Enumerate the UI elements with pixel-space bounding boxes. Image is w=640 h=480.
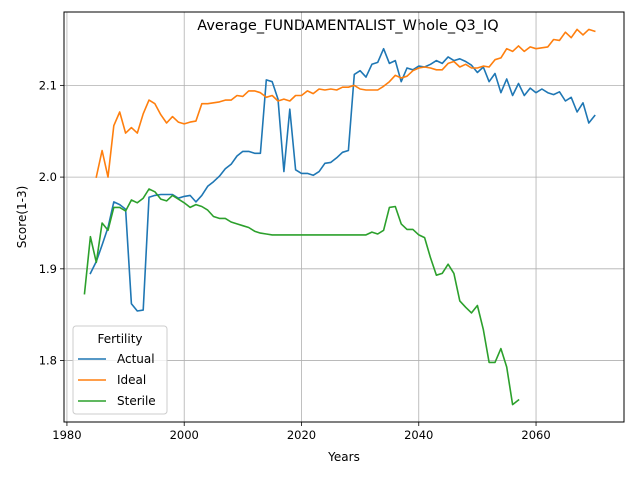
x-axis-label: Years	[327, 450, 360, 464]
grid	[64, 12, 624, 422]
x-tick-label: 2060	[521, 428, 550, 442]
x-tick-label: 1980	[52, 428, 81, 442]
legend-label-sterile: Sterile	[117, 394, 156, 408]
x-tick-label: 2020	[287, 428, 316, 442]
x-tick-label: 2040	[404, 428, 433, 442]
y-tick-label: 1.8	[39, 354, 57, 368]
series-line-sterile	[83, 188, 520, 406]
legend-label-actual: Actual	[117, 352, 155, 366]
y-axis-label: Score(1-3)	[15, 186, 29, 249]
legend-entries: Actual Ideal Sterile	[78, 352, 156, 408]
y-tick-label: 2.0	[39, 170, 57, 184]
y-axis-ticks: 1.8 1.9 2.0 2.1	[39, 78, 64, 368]
y-tick-label: 1.9	[39, 262, 57, 276]
legend-label-ideal: Ideal	[117, 373, 146, 387]
x-axis-ticks: 1980 2000 2020 2040 2060	[52, 422, 551, 442]
legend: Fertility Actual Ideal Sterile	[72, 325, 168, 415]
series-lines	[83, 28, 596, 406]
y-tick-label: 2.1	[39, 78, 57, 92]
legend-title: Fertility	[97, 332, 142, 346]
plot-frame	[63, 11, 625, 423]
series-line-ideal	[95, 28, 596, 179]
chart-title: Average_FUNDAMENTALIST_Whole_Q3_IQ	[197, 18, 498, 34]
legend-box	[72, 325, 168, 415]
x-tick-label: 2000	[170, 428, 199, 442]
